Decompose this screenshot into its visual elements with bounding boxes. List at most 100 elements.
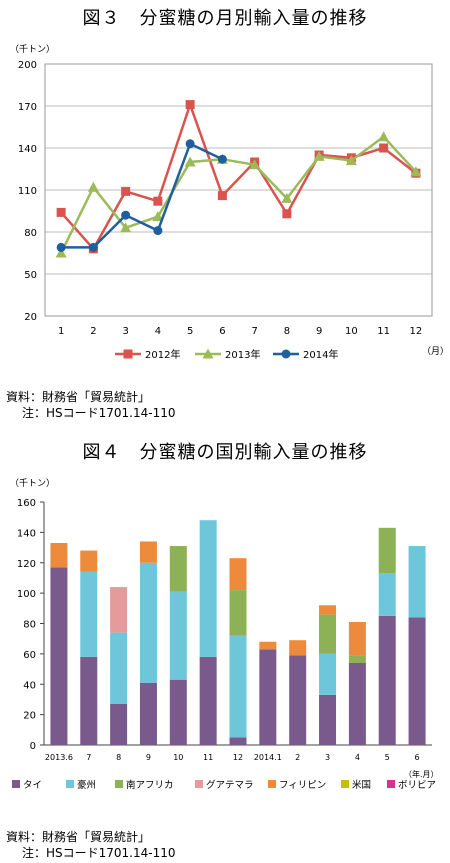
x-tick-label: 1 xyxy=(58,326,64,337)
figure4-note: 注：HSコード1701.14-110 xyxy=(22,846,176,860)
legend-marker xyxy=(123,349,133,359)
x-tick-label: 5 xyxy=(385,753,390,762)
y-tick-label: 140 xyxy=(17,528,36,539)
data-point xyxy=(56,242,66,252)
bar-segment xyxy=(378,573,396,616)
bar-segment xyxy=(80,656,98,745)
bar-segment xyxy=(348,662,366,745)
data-point xyxy=(153,226,163,236)
bar-segment xyxy=(229,558,247,591)
legend-marker xyxy=(202,348,214,359)
x-tick-label: 5 xyxy=(187,326,193,337)
bar-segment xyxy=(259,649,277,745)
y-unit-label: （千トン） xyxy=(10,478,55,489)
legend-label: タイ xyxy=(23,780,42,791)
x-tick-label: 7 xyxy=(86,753,91,762)
data-point xyxy=(281,192,293,203)
legend-marker xyxy=(281,349,291,359)
legend-swatch xyxy=(115,780,123,788)
bar-segment xyxy=(229,590,247,636)
data-point xyxy=(249,159,261,170)
stacked-bar-chart: （千トン） 0 20 40 60 80 100 120 140 160 2013.6 7 8 9 10 11 1… xyxy=(10,478,439,791)
bar-segment xyxy=(110,587,128,633)
bar-segment xyxy=(139,682,157,745)
figure3-source: 資料：財務省「貿易統計」 xyxy=(6,390,151,404)
legend-swatch xyxy=(268,780,276,788)
legend-swatch xyxy=(195,780,203,788)
legend-label: グアテマラ xyxy=(206,779,254,791)
data-point xyxy=(378,131,390,142)
bar-segment xyxy=(169,546,187,592)
data-point xyxy=(121,186,131,196)
x-tick-label: 12 xyxy=(410,326,423,337)
data-point xyxy=(152,211,164,222)
bar-segment xyxy=(80,571,98,657)
x-tick-label: 8 xyxy=(116,753,121,762)
bar-segment xyxy=(169,679,187,745)
bar-segment xyxy=(139,562,157,683)
x-tick-label: 4 xyxy=(355,753,360,762)
x-tick-label: 9 xyxy=(146,753,151,762)
bar-segment xyxy=(408,617,426,745)
x-tick-label: 12 xyxy=(233,753,243,762)
x-tick-label: 11 xyxy=(377,326,390,337)
bar-segment xyxy=(378,527,396,574)
y-tick-label: 200 xyxy=(18,60,37,71)
y-tick-label: 0 xyxy=(30,741,36,752)
data-point xyxy=(217,191,227,201)
series-2013年 xyxy=(55,131,422,258)
bar-segment xyxy=(50,567,68,745)
y-tick-label: 80 xyxy=(23,620,36,631)
bar-segment xyxy=(289,640,307,656)
y-tick-label: 100 xyxy=(17,589,36,600)
data-point xyxy=(88,242,98,252)
x-tick-label: 6 xyxy=(415,753,420,762)
legend-swatch xyxy=(387,780,395,788)
bar-segment xyxy=(319,614,337,654)
data-point xyxy=(185,100,195,110)
bar-segment xyxy=(110,703,128,745)
x-tick-label: 4 xyxy=(155,326,161,337)
bar-segment xyxy=(408,546,426,618)
bar-segment xyxy=(319,653,337,695)
data-point xyxy=(217,154,227,164)
bar-segment xyxy=(110,632,128,704)
bar-segment xyxy=(348,621,366,656)
y-tick-label: 20 xyxy=(24,312,37,323)
bar-segment xyxy=(229,635,247,738)
figure3-title: 図３ 分蜜糖の月別輸入量の推移 xyxy=(82,8,368,29)
x-tick-label: 2 xyxy=(295,753,300,762)
x-tick-label: 3 xyxy=(122,326,128,337)
bar-segment xyxy=(199,520,217,657)
series-line xyxy=(61,142,223,249)
x-tick-label: 8 xyxy=(284,326,290,337)
data-point xyxy=(153,196,163,206)
data-point xyxy=(379,143,389,153)
legend-label: フィリピン xyxy=(279,780,326,791)
bar-segment xyxy=(348,655,366,663)
data-point xyxy=(410,166,422,177)
bar-segment xyxy=(319,605,337,615)
data-point xyxy=(121,210,131,220)
series-2014年 xyxy=(56,139,227,252)
bar-segment xyxy=(259,641,277,650)
data-point xyxy=(345,155,357,166)
bar-segment xyxy=(378,615,396,745)
legend-label: 南アフリカ xyxy=(126,779,174,791)
x-tick-label: 9 xyxy=(316,326,322,337)
x-tick-label: 2013.6 xyxy=(45,753,73,762)
figure4-title: 図４ 分蜜糖の国別輸入量の推移 xyxy=(82,442,368,463)
y-tick-label: 80 xyxy=(24,228,37,239)
y-tick-label: 40 xyxy=(23,680,36,691)
data-point xyxy=(55,247,67,258)
x-tick-label: 7 xyxy=(251,326,257,337)
bar-segment xyxy=(139,541,157,563)
y-tick-label: 20 xyxy=(23,711,36,722)
y-tick-label: 110 xyxy=(18,186,37,197)
data-point xyxy=(56,207,66,217)
legend-swatch xyxy=(12,780,20,788)
legend-label: ボリビア xyxy=(398,780,436,791)
figure4-source: 資料：財務省「貿易統計」 xyxy=(6,830,151,844)
data-point xyxy=(87,181,99,192)
